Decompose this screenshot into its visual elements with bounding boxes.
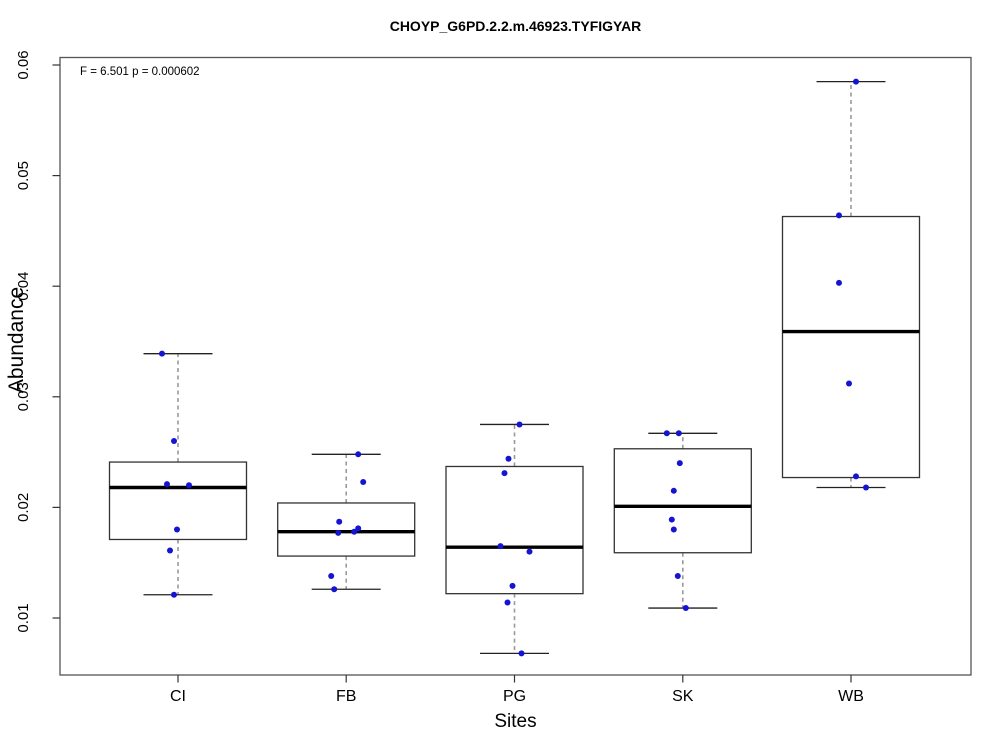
x-tick-label: FB: [336, 688, 356, 705]
x-tick-label: SK: [672, 688, 694, 705]
iqr-box-FB: [277, 502, 416, 557]
data-point: [336, 518, 343, 525]
data-point: [674, 572, 681, 579]
data-point: [505, 455, 512, 462]
data-point: [682, 605, 689, 612]
data-point: [159, 350, 165, 357]
data-point: [351, 528, 358, 535]
data-point: [863, 484, 869, 491]
data-point: [516, 421, 523, 428]
data-point: [174, 526, 180, 533]
data-point: [526, 548, 533, 555]
data-point: [360, 478, 367, 485]
iqr-box-CI: [108, 461, 248, 541]
y-tick-label: 0.05: [15, 161, 32, 190]
data-point: [164, 481, 170, 488]
y-tick-label: 0.02: [15, 493, 32, 522]
data-point: [853, 473, 859, 480]
data-point: [331, 586, 338, 593]
data-point: [853, 78, 859, 85]
data-point: [663, 430, 670, 437]
data-point: [670, 526, 677, 533]
iqr-box-PG: [445, 465, 584, 595]
data-point: [846, 380, 852, 387]
y-tick-label: 0.03: [15, 382, 32, 411]
data-point: [171, 438, 177, 445]
y-tick-label: 0.01: [15, 603, 32, 632]
data-point: [670, 487, 677, 494]
data-point: [171, 591, 177, 598]
chart-title: CHOYP_G6PD.2.2.m.46923.TYFIGYAR: [389, 18, 642, 34]
data-point: [518, 650, 525, 657]
data-point: [676, 460, 683, 467]
data-point: [335, 529, 342, 536]
data-point: [668, 516, 675, 523]
data-point: [836, 212, 842, 219]
x-axis-label: Sites: [494, 711, 537, 732]
data-point: [355, 525, 362, 532]
x-tick-label: PG: [503, 688, 526, 705]
iqr-box-WB: [781, 215, 921, 479]
data-point: [836, 279, 842, 286]
y-tick-label: 0.04: [15, 272, 32, 301]
stats-annotation: F = 6.501 p = 0.000602: [80, 66, 200, 78]
data-point: [186, 482, 192, 489]
data-point: [497, 543, 504, 550]
data-point: [167, 547, 173, 554]
y-tick-label: 0.06: [15, 50, 32, 79]
plot-border: [59, 56, 972, 676]
data-point: [509, 582, 516, 589]
data-point: [504, 599, 511, 606]
data-point: [328, 572, 335, 579]
data-point: [355, 451, 362, 458]
data-point: [501, 470, 508, 477]
iqr-box-SK: [613, 448, 752, 554]
data-point: [675, 430, 682, 437]
x-tick-label: WB: [838, 688, 864, 705]
x-tick-label: CI: [170, 688, 186, 705]
